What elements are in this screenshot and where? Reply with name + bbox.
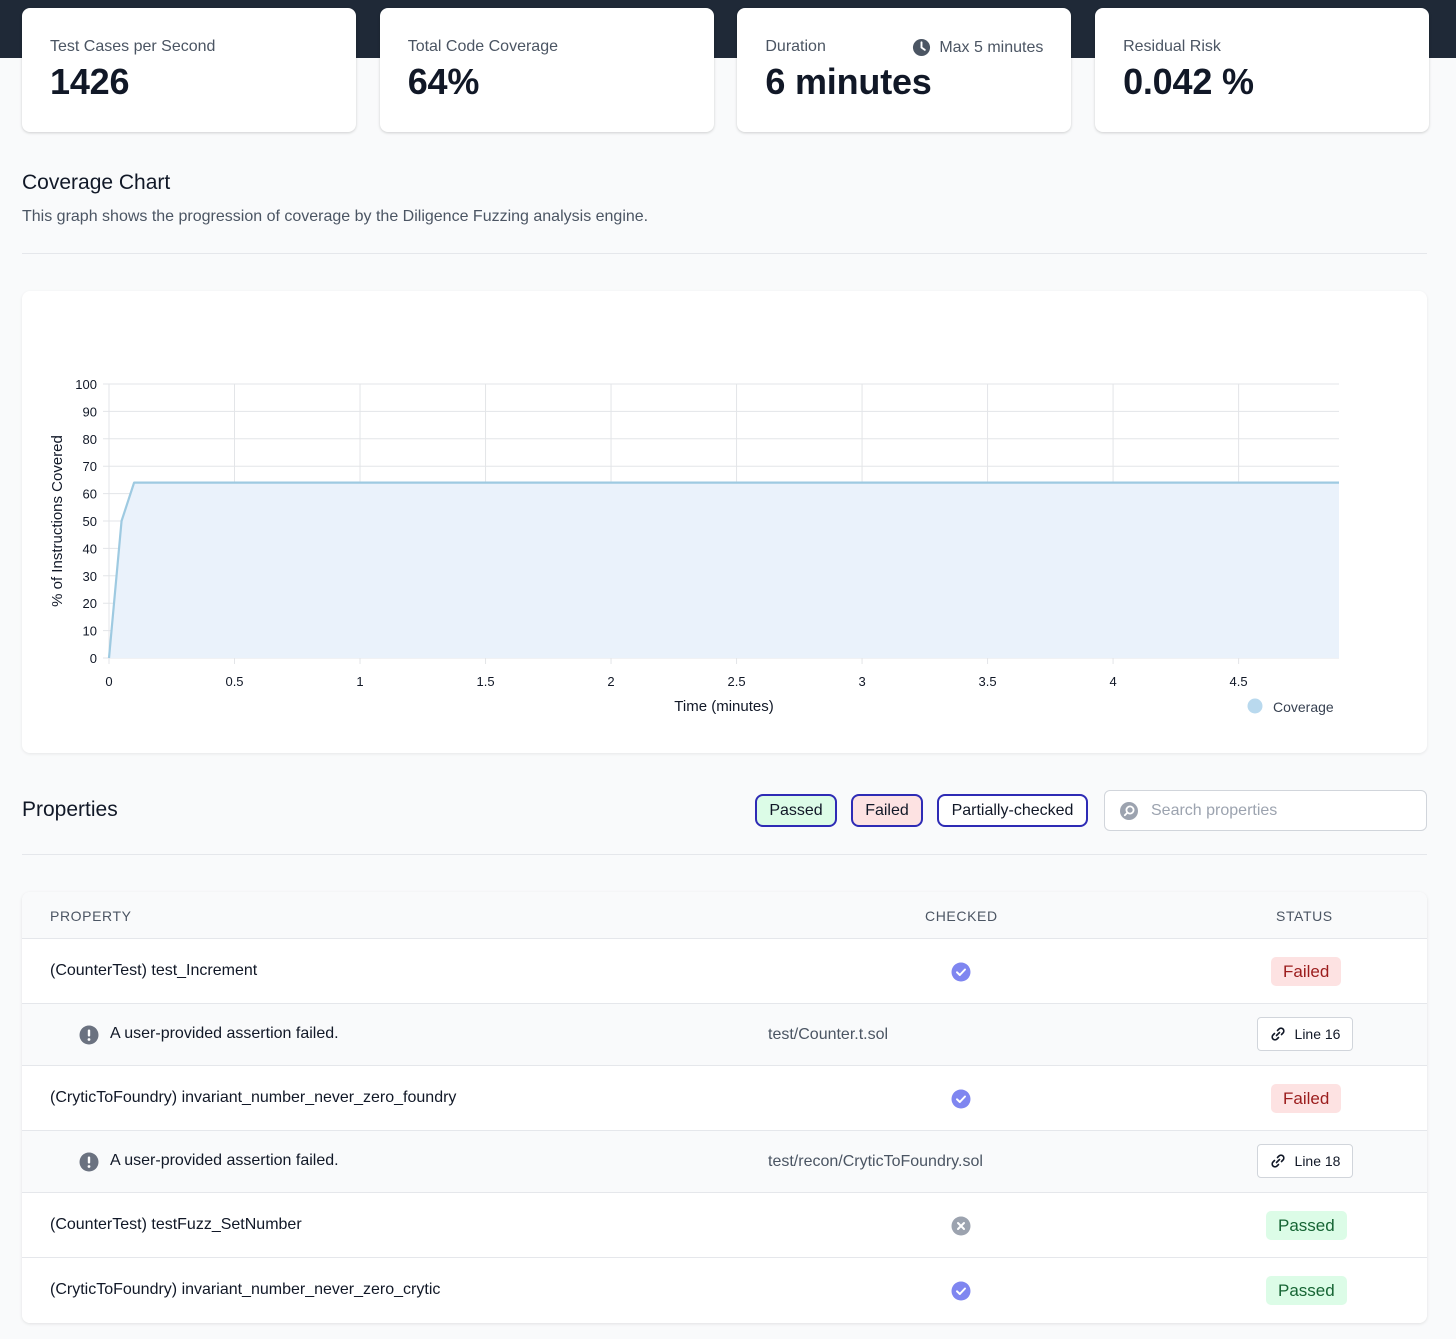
- coverage-chart-card: 0 10 20 30 40 50 60 70 80 90 100 0 0.5 1 1.5 2 2.5 3 3.5 4 4…: [22, 291, 1427, 753]
- clock-icon: [913, 38, 931, 57]
- x-tick-label: 0: [105, 674, 112, 689]
- property-name: (CryticToFoundry) invariant_number_never…: [50, 1089, 457, 1106]
- failure-detail-row: A user-provided assertion failed. test/C…: [22, 1004, 1427, 1066]
- y-tick-label: 50: [83, 514, 97, 529]
- link-icon: [1270, 1154, 1285, 1168]
- coverage-chart: 0 10 20 30 40 50 60 70 80 90 100 0 0.5 1 1.5 2 2.5 3 3.5 4 4…: [49, 377, 1339, 715]
- table-row[interactable]: (CounterTest) testFuzz_SetNumber Passed: [22, 1193, 1427, 1258]
- search-box[interactable]: [1104, 790, 1427, 831]
- checked-icon: [951, 1281, 971, 1301]
- x-tick-label: 1.5: [476, 674, 494, 689]
- status-badge: Failed: [1271, 1084, 1342, 1113]
- properties-title: Properties: [22, 798, 118, 821]
- filter-partially-checked-button[interactable]: Partially-checked: [937, 794, 1088, 827]
- properties-table: PROPERTY CHECKED STATUS (CounterTest) te…: [22, 892, 1427, 1323]
- link-icon: [1270, 1027, 1285, 1041]
- stats-row: Test Cases per Second 1426 Total Code Co…: [22, 8, 1430, 132]
- y-tick-label: 10: [83, 624, 97, 639]
- unchecked-icon: [951, 1216, 971, 1236]
- stat-value: 64%: [407, 61, 480, 102]
- line-link-button[interactable]: Line 16: [1257, 1017, 1353, 1051]
- stat-label: Test Cases per Second: [50, 38, 216, 55]
- exclamation-icon: [79, 1152, 99, 1172]
- table-row[interactable]: (CryticToFoundry) invariant_number_never…: [22, 1258, 1427, 1323]
- source-file: test/recon/CryticToFoundry.sol: [768, 1153, 983, 1170]
- x-tick-label: 3.5: [979, 674, 997, 689]
- stat-label: Total Code Coverage: [407, 38, 558, 55]
- table-header: PROPERTY CHECKED STATUS: [22, 892, 1427, 939]
- search-icon: [1120, 801, 1138, 820]
- stat-label: Duration: [765, 38, 826, 55]
- stat-label: Residual Risk: [1123, 38, 1221, 55]
- y-tick-label: 70: [83, 459, 97, 474]
- stat-value: 0.042 %: [1123, 61, 1254, 102]
- stat-card-test-cases: Test Cases per Second 1426: [22, 8, 356, 132]
- filter-passed-button[interactable]: Passed: [755, 794, 837, 827]
- y-axis-label: % of Instructions Covered: [49, 435, 66, 607]
- failure-message: A user-provided assertion failed.: [110, 1025, 339, 1042]
- table-row[interactable]: (CryticToFoundry) invariant_number_never…: [22, 1066, 1427, 1131]
- x-tick-label: 3: [858, 674, 865, 689]
- checked-icon: [951, 1089, 971, 1109]
- checked-icon: [951, 962, 971, 982]
- divider: [22, 253, 1427, 254]
- property-name: (CounterTest) test_Increment: [50, 962, 258, 979]
- property-name: (CounterTest) testFuzz_SetNumber: [50, 1216, 302, 1233]
- status-badge: Failed: [1271, 957, 1342, 986]
- exclamation-icon: [79, 1025, 99, 1045]
- line-link-label: Line 16: [1294, 1026, 1341, 1042]
- x-tick-label: 4: [1109, 674, 1116, 689]
- stat-card-coverage: Total Code Coverage 64%: [379, 8, 714, 132]
- y-tick-label: 30: [83, 569, 97, 584]
- x-tick-label: 0.5: [225, 674, 243, 689]
- divider: [22, 854, 1427, 855]
- y-tick-label: 60: [83, 487, 97, 502]
- failure-message: A user-provided assertion failed.: [110, 1152, 339, 1169]
- x-tick-label: 2.5: [728, 674, 746, 689]
- status-badge: Passed: [1266, 1211, 1347, 1240]
- y-tick-label: 0: [90, 651, 97, 666]
- y-tick-label: 80: [83, 432, 97, 447]
- x-tick-label: 1: [356, 674, 363, 689]
- source-file: test/Counter.t.sol: [768, 1026, 889, 1043]
- column-header-checked: CHECKED: [925, 908, 998, 924]
- y-tick-label: 40: [83, 541, 97, 556]
- y-tick-label: 90: [83, 404, 97, 419]
- property-name: (CryticToFoundry) invariant_number_never…: [50, 1281, 441, 1298]
- max-duration-text: Max 5 minutes: [939, 38, 1044, 56]
- x-tick-label: 2: [607, 674, 614, 689]
- x-axis-label: Time (minutes): [674, 698, 773, 715]
- stat-value: 6 minutes: [765, 61, 932, 102]
- legend-label: Coverage: [1273, 699, 1334, 715]
- stat-card-duration: Duration Max 5 minutes 6 minutes: [737, 8, 1072, 132]
- coverage-chart-description: This graph shows the progression of cove…: [22, 208, 649, 225]
- coverage-area: [109, 482, 1339, 658]
- column-header-property: PROPERTY: [50, 908, 132, 924]
- line-link-label: Line 18: [1294, 1153, 1341, 1169]
- coverage-chart-title: Coverage Chart: [22, 171, 171, 194]
- stat-value: 1426: [50, 61, 130, 102]
- y-tick-label: 20: [83, 596, 97, 611]
- status-badge: Passed: [1266, 1276, 1347, 1305]
- column-header-status: STATUS: [1276, 908, 1333, 924]
- coverage-line: [107, 481, 1339, 659]
- y-tick-label: 100: [75, 377, 97, 392]
- table-row[interactable]: (CounterTest) test_Increment Failed: [22, 939, 1427, 1004]
- x-tick-label: 4.5: [1230, 674, 1248, 689]
- failure-detail-row: A user-provided assertion failed. test/r…: [22, 1131, 1427, 1193]
- legend-swatch: [1247, 698, 1263, 714]
- line-link-button[interactable]: Line 18: [1257, 1144, 1353, 1178]
- filter-failed-button[interactable]: Failed: [851, 794, 923, 827]
- search-input[interactable]: [1151, 801, 1411, 820]
- max-duration: Max 5 minutes: [912, 38, 1043, 57]
- stat-card-residual-risk: Residual Risk 0.042 %: [1095, 8, 1430, 132]
